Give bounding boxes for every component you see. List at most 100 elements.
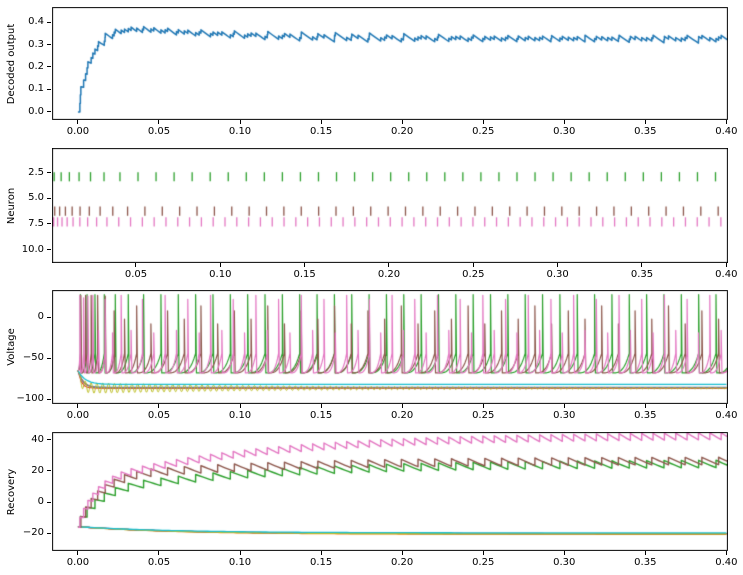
x-tick-mark [239, 120, 241, 124]
x-tick-mark [320, 404, 322, 408]
x-tick-mark [725, 404, 727, 408]
y-tick-label: 5.0 [28, 192, 44, 204]
x-tick-mark [388, 263, 390, 267]
x-tick-label: 0.15 [293, 269, 316, 280]
y-tick-label: −100 [16, 393, 44, 405]
y-tick-label: 0.0 [28, 105, 44, 117]
x-tick-mark [219, 263, 221, 267]
x-tick-label: 0.20 [391, 410, 414, 421]
x-tick-mark [77, 404, 79, 408]
y-tick-mark [47, 501, 51, 503]
y-tick-mark [47, 532, 51, 534]
x-tick-mark [563, 404, 565, 408]
x-tick-label: 0.35 [630, 269, 654, 280]
x-tick-mark [77, 120, 79, 124]
y-tick-label: 2.5 [28, 166, 44, 178]
y-tick-mark [47, 21, 51, 23]
x-tick-label: 0.30 [553, 126, 576, 137]
y-tick-mark [47, 44, 51, 46]
y-tick-label: 0.3 [28, 38, 44, 50]
x-tick-label: 0.20 [391, 557, 414, 568]
x-tick-label: 0.15 [309, 410, 333, 421]
x-tick-mark [641, 263, 643, 267]
x-tick-mark [482, 551, 484, 555]
x-tick-mark [401, 404, 403, 408]
x-tick-label: 0.20 [391, 126, 414, 137]
x-tick-mark [472, 263, 474, 267]
x-tick-mark [401, 551, 403, 555]
x-tick-label: 0.15 [309, 557, 333, 568]
x-tick-label: 0.35 [634, 126, 657, 137]
x-tick-label: 0.40 [715, 410, 738, 421]
y-tick-label: 40 [31, 433, 44, 445]
x-tick-mark [158, 120, 160, 124]
decoded-output-plot-canvas [52, 7, 728, 120]
x-tick-label: 0.05 [147, 557, 171, 568]
y-tick-mark [47, 357, 51, 359]
y-tick-mark [47, 470, 51, 472]
y-tick-mark [47, 88, 51, 90]
x-tick-mark [158, 404, 160, 408]
x-tick-mark [725, 120, 727, 124]
x-tick-label: 0.15 [309, 126, 333, 137]
x-tick-label: 0.10 [228, 557, 252, 568]
x-tick-mark [725, 551, 727, 555]
y-tick-mark [47, 249, 51, 251]
y-tick-mark [47, 316, 51, 318]
x-tick-label: 0.10 [228, 126, 252, 137]
x-tick-label: 0.35 [634, 410, 657, 421]
x-tick-label: 0.05 [124, 269, 148, 280]
y-tick-mark [47, 111, 51, 113]
x-tick-label: 0.25 [472, 126, 495, 137]
x-tick-label: 0.20 [377, 269, 401, 280]
x-tick-mark [239, 404, 241, 408]
y-tick-mark [47, 197, 51, 199]
neuron-raster-plot-canvas [52, 148, 728, 263]
x-tick-mark [563, 551, 565, 555]
y-tick-label: 0.2 [28, 60, 44, 72]
x-tick-mark [239, 551, 241, 555]
y-tick-mark [47, 172, 51, 174]
x-tick-label: 0.25 [472, 410, 495, 421]
y-tick-label: 0.4 [28, 16, 44, 28]
y-tick-mark [47, 66, 51, 68]
x-tick-mark [482, 120, 484, 124]
x-tick-label: 0.40 [715, 126, 738, 137]
y-tick-label: −50 [22, 352, 44, 364]
x-tick-label: 0.25 [462, 269, 485, 280]
x-tick-mark [135, 263, 137, 267]
y-tick-label: 0 [37, 311, 44, 323]
x-tick-label: 0.25 [472, 557, 495, 568]
x-tick-mark [563, 120, 565, 124]
y-tick-label: 0 [37, 496, 44, 508]
y-tick-label: 10.0 [21, 243, 44, 255]
x-tick-mark [482, 404, 484, 408]
x-tick-label: 0.30 [546, 269, 569, 280]
x-tick-label: 0.10 [228, 410, 252, 421]
x-tick-mark [401, 120, 403, 124]
x-tick-mark [320, 551, 322, 555]
y-tick-label: −20 [22, 527, 44, 539]
y-tick-label: 0.1 [28, 83, 44, 95]
x-tick-mark [725, 263, 727, 267]
x-tick-mark [304, 263, 306, 267]
voltage-plot-canvas [52, 290, 728, 404]
x-tick-label: 0.05 [147, 410, 171, 421]
x-tick-mark [557, 263, 559, 267]
x-tick-label: 0.30 [553, 557, 576, 568]
x-tick-label: 0.00 [66, 126, 90, 137]
x-tick-mark [644, 120, 646, 124]
y-tick-label: 7.5 [28, 217, 44, 229]
x-tick-label: 0.40 [715, 557, 738, 568]
recovery-plot-canvas [52, 432, 728, 551]
x-tick-label: 0.40 [715, 269, 738, 280]
x-tick-label: 0.00 [66, 557, 90, 568]
y-tick-mark [47, 439, 51, 441]
x-tick-mark [644, 551, 646, 555]
x-tick-label: 0.05 [147, 126, 171, 137]
x-tick-label: 0.30 [553, 410, 576, 421]
x-tick-label: 0.10 [209, 269, 232, 280]
x-tick-mark [320, 120, 322, 124]
x-tick-mark [77, 551, 79, 555]
